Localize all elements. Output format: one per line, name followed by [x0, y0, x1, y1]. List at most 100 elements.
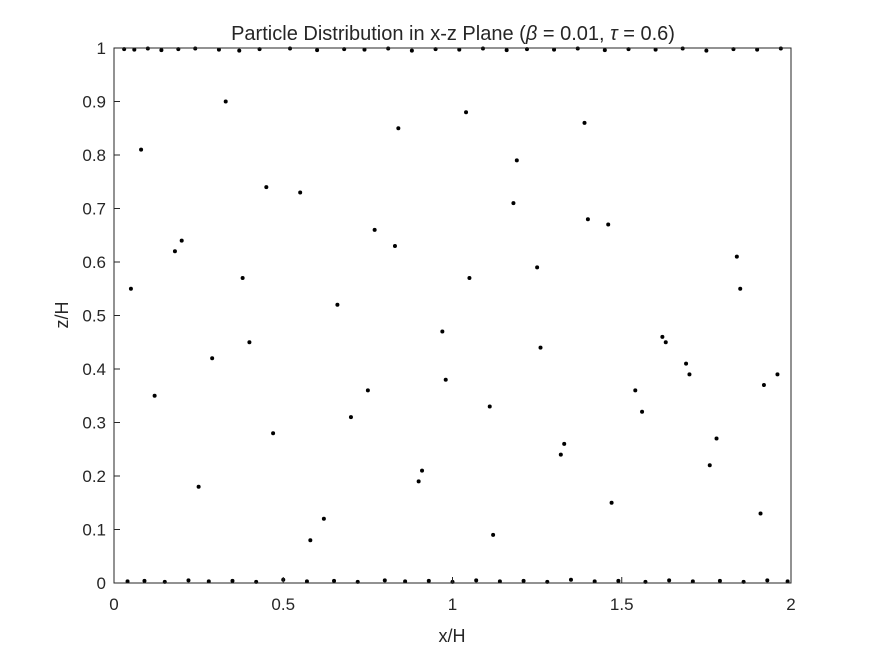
data-point [403, 579, 408, 584]
y-tick-label: 0.8 [82, 146, 106, 165]
y-tick-label: 0.6 [82, 253, 106, 272]
data-point [491, 532, 496, 537]
data-point [558, 452, 563, 457]
data-point [288, 46, 293, 51]
data-point [179, 238, 184, 243]
data-point [230, 578, 235, 583]
x-tick-label: 1.5 [610, 595, 634, 614]
data-point [335, 302, 340, 307]
data-point [497, 579, 502, 584]
data-point [128, 286, 133, 291]
data-point [667, 578, 672, 583]
data-point [552, 47, 557, 52]
data-point [240, 276, 245, 281]
data-point [386, 46, 391, 51]
data-point [714, 436, 719, 441]
data-point [216, 47, 221, 52]
y-tick-label: 0.5 [82, 307, 106, 326]
y-axis-label: z/H [52, 302, 72, 329]
data-point [474, 578, 479, 583]
y-axis: 0 0.1 0.2 0.3 0.4 0.5 0.6 0.7 0.8 0.9 1 [82, 39, 120, 593]
data-point [616, 578, 621, 583]
data-point [562, 441, 567, 446]
data-point [223, 99, 228, 104]
data-point [538, 345, 543, 350]
data-point [416, 479, 421, 484]
data-point [755, 47, 760, 52]
data-point [592, 579, 597, 584]
y-tick-label: 1 [97, 39, 106, 58]
data-point [640, 409, 645, 414]
data-point [409, 48, 414, 53]
data-point [237, 48, 242, 53]
data-point [738, 286, 743, 291]
data-point [684, 361, 689, 366]
data-point [734, 254, 739, 259]
data-point [159, 48, 164, 53]
data-point [582, 120, 587, 125]
data-point [660, 334, 665, 339]
data-point [717, 578, 722, 583]
data-point [420, 468, 425, 473]
data-point [271, 431, 276, 436]
data-point [372, 227, 377, 232]
data-point [778, 46, 783, 51]
data-point [707, 463, 712, 468]
data-point [687, 372, 692, 377]
data-point [348, 415, 353, 420]
data-point [443, 377, 448, 382]
data-point [585, 217, 590, 222]
x-tick-label: 0.5 [271, 595, 295, 614]
x-tick-label: 2 [786, 595, 795, 614]
data-point [365, 388, 370, 393]
data-point [426, 578, 431, 583]
data-point [264, 185, 269, 190]
y-tick-label: 0.2 [82, 467, 106, 486]
data-point [145, 46, 150, 51]
data-point [535, 265, 540, 270]
data-point [362, 47, 367, 52]
y-tick-label: 0 [97, 574, 106, 593]
data-point [487, 404, 492, 409]
data-point [761, 383, 766, 388]
plot-area-frame [113, 47, 792, 584]
data-point [193, 46, 198, 51]
x-axis: 0 0.5 1 1.5 2 [109, 577, 796, 614]
data-point [396, 126, 401, 131]
data-point [480, 46, 485, 51]
data-point [758, 511, 763, 516]
data-point [308, 538, 313, 543]
data-point [440, 329, 445, 334]
data-point [142, 578, 147, 583]
y-tick-label: 0.3 [82, 414, 106, 433]
data-point [196, 484, 201, 489]
chart-title: Particle Distribution in x-z Plane (β = … [231, 23, 675, 45]
data-point [633, 388, 638, 393]
data-point [575, 46, 580, 51]
data-point [125, 579, 130, 584]
data-point [457, 47, 462, 52]
data-point [704, 48, 709, 53]
data-point [247, 340, 252, 345]
data-point [467, 276, 472, 281]
y-tick-label: 0.9 [82, 93, 106, 112]
data-point [653, 47, 658, 52]
data-point [210, 356, 215, 361]
data-point [663, 340, 668, 345]
data-point [609, 500, 614, 505]
data-point [765, 578, 770, 583]
data-point [298, 190, 303, 195]
data-point [785, 579, 790, 584]
data-point [321, 516, 326, 521]
data-point [139, 147, 144, 152]
data-point [504, 48, 509, 53]
data-point [382, 578, 387, 583]
data-point [690, 579, 695, 584]
data-point [521, 578, 526, 583]
x-tick-label: 1 [448, 595, 457, 614]
data-point [464, 110, 469, 115]
y-tick-label: 0.7 [82, 200, 106, 219]
data-point [186, 578, 191, 583]
data-point [332, 578, 337, 583]
